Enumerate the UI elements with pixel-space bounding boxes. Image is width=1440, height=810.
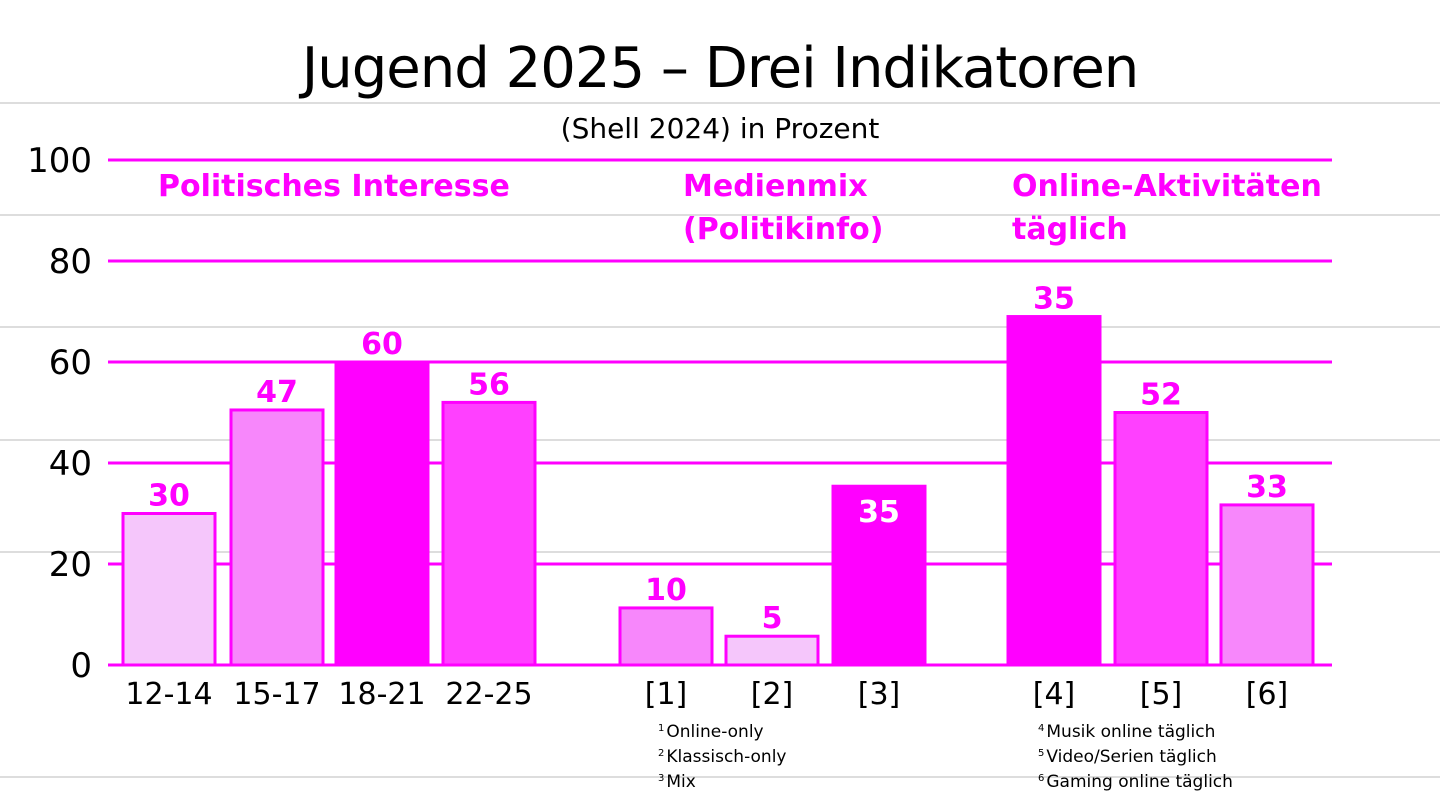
footnote-text: Mix bbox=[666, 772, 696, 792]
group-title: Medienmix bbox=[683, 169, 868, 204]
bar bbox=[334, 360, 430, 667]
data-label: 47 bbox=[256, 375, 298, 410]
footnote: 1 Online-only bbox=[658, 718, 787, 743]
bar bbox=[724, 634, 820, 667]
group-title: täglich bbox=[1012, 212, 1128, 247]
x-tick-label: [3] bbox=[858, 677, 901, 712]
bar bbox=[1006, 315, 1102, 667]
data-label: 10 bbox=[645, 573, 687, 608]
group-title: Politisches Interesse bbox=[158, 169, 510, 204]
footnote-number: 2 bbox=[658, 748, 665, 759]
footnote-text: Gaming online täglich bbox=[1046, 772, 1233, 792]
x-tick-label: [2] bbox=[751, 677, 794, 712]
footnote: 2 Klassisch-only bbox=[658, 743, 787, 768]
data-label: 35 bbox=[858, 495, 900, 530]
data-label: 56 bbox=[468, 367, 510, 402]
footnote-text: Video/Serien täglich bbox=[1046, 747, 1217, 767]
x-tick-label: [1] bbox=[645, 677, 688, 712]
footnote-number: 5 bbox=[1038, 748, 1045, 759]
bar bbox=[618, 606, 714, 667]
data-label: 30 bbox=[148, 479, 190, 514]
data-label: 33 bbox=[1246, 470, 1288, 505]
group-title: Online-Aktivitäten bbox=[1012, 169, 1322, 204]
data-label: 35 bbox=[1033, 282, 1075, 317]
bar bbox=[441, 400, 537, 667]
bar bbox=[229, 408, 325, 667]
footnote-number: 3 bbox=[658, 773, 665, 784]
footnote-number: 6 bbox=[1038, 773, 1045, 784]
group-title: (Politikinfo) bbox=[683, 212, 883, 247]
footnote-text: Online-only bbox=[666, 722, 764, 742]
y-tick-label: 0 bbox=[70, 646, 92, 686]
x-tick-label: 18-21 bbox=[338, 677, 425, 712]
x-tick-label: 15-17 bbox=[233, 677, 320, 712]
chart-subtitle: (Shell 2024) in Prozent bbox=[560, 112, 880, 145]
footnote: 3 Mix bbox=[658, 768, 787, 793]
bar bbox=[831, 484, 927, 667]
footnote-number: 1 bbox=[658, 723, 665, 734]
footnote-text: Musik online täglich bbox=[1046, 722, 1216, 742]
bar bbox=[121, 512, 217, 667]
x-tick-label: 12-14 bbox=[125, 677, 212, 712]
x-tick-label: [4] bbox=[1033, 677, 1076, 712]
y-tick-label: 20 bbox=[49, 545, 92, 585]
data-label: 5 bbox=[762, 601, 783, 636]
y-tick-label: 100 bbox=[27, 141, 92, 181]
x-tick-label: 22-25 bbox=[445, 677, 532, 712]
footnote-number: 4 bbox=[1038, 723, 1045, 734]
footnote: 4 Musik online täglich bbox=[1038, 718, 1233, 743]
footnote-text: Klassisch-only bbox=[666, 747, 787, 767]
chart-title: Jugend 2025 – Drei Indikatoren bbox=[301, 36, 1140, 101]
footnotes-medienmix: 1 Online-only 2 Klassisch-only 3 Mix bbox=[658, 718, 787, 793]
x-tick-label: [5] bbox=[1140, 677, 1183, 712]
y-tick-label: 60 bbox=[49, 343, 92, 383]
data-label: 52 bbox=[1140, 378, 1182, 413]
y-tick-label: 40 bbox=[49, 444, 92, 484]
footnote: 6 Gaming online täglich bbox=[1038, 768, 1233, 793]
x-tick-label: [6] bbox=[1246, 677, 1289, 712]
data-label: 60 bbox=[361, 327, 403, 362]
footnotes-online: 4 Musik online täglich 5 Video/Serien tägl… bbox=[1038, 718, 1233, 793]
y-tick-label: 80 bbox=[49, 242, 92, 282]
bar bbox=[1219, 503, 1315, 667]
bar bbox=[1113, 411, 1209, 667]
footnote: 5 Video/Serien täglich bbox=[1038, 743, 1233, 768]
